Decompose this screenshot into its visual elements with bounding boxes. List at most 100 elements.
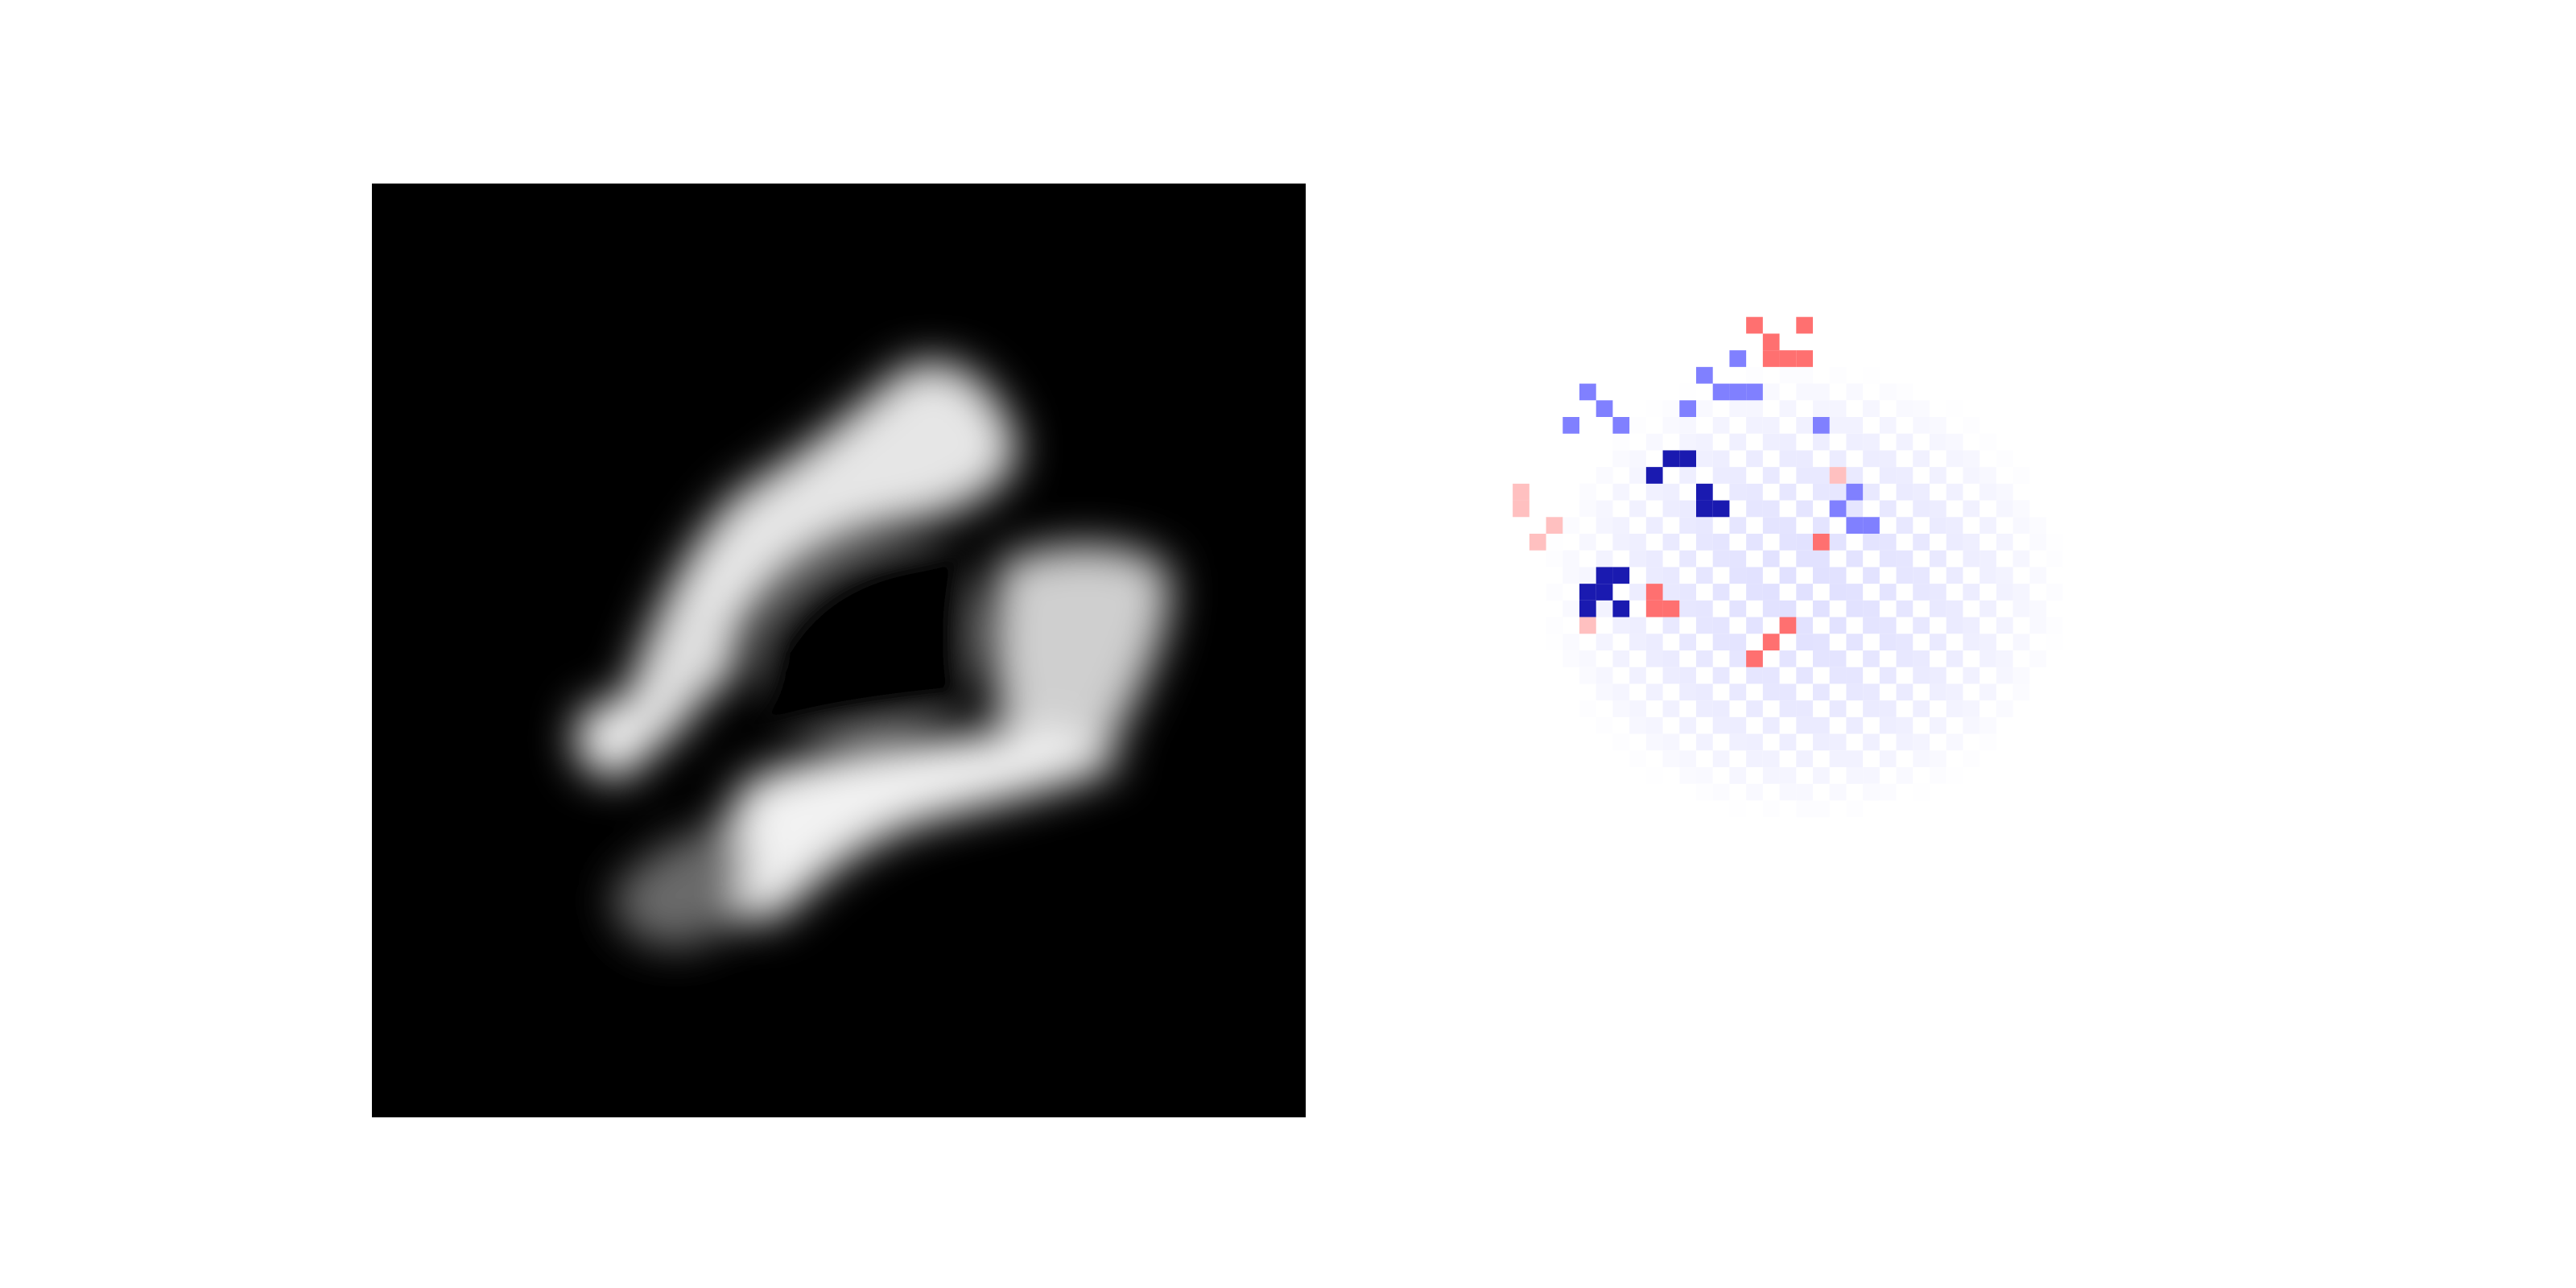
heatmap-cell-negative-faint: [1896, 683, 1913, 701]
heatmap-cell-negative-faint: [1946, 700, 1963, 717]
heatmap-cell-negative-faint: [2013, 500, 2030, 518]
grayscale-digit-svg: [372, 184, 1306, 1117]
heatmap-cell-negative-faint: [1863, 366, 1880, 384]
heatmap-cell-negative-faint: [1662, 733, 1680, 751]
heatmap-cell-negative-faint: [2029, 650, 2046, 667]
heatmap-cell-negative-faint: [1612, 534, 1630, 551]
heatmap-cell-negative-faint: [1829, 567, 1847, 584]
heatmap-cell-negative-faint: [1762, 517, 1780, 534]
heatmap-cell-negative-faint: [1629, 500, 1646, 518]
heatmap-cell-negative-faint: [1546, 584, 1563, 601]
heatmap-cell-negative-faint: [1896, 600, 1913, 617]
heatmap-cell-negative-faint: [1979, 483, 1996, 501]
heatmap-cell-negative-faint: [1879, 634, 1897, 650]
heatmap-cell-negative-faint: [1946, 433, 1963, 451]
heatmap-cell-strong-negative: [1679, 450, 1696, 468]
heatmap-cell-negative-faint: [1679, 683, 1696, 701]
heatmap-cell-negative-faint: [1796, 800, 1813, 818]
heatmap-cell-negative-faint: [1879, 700, 1897, 717]
heatmap-cell-negative-faint: [1645, 634, 1663, 650]
heatmap-cell-negative-faint: [1696, 600, 1713, 617]
heatmap-cell-negative-faint: [1863, 650, 1880, 667]
heatmap-cell-negative: [1829, 500, 1847, 518]
heatmap-cell-positive: [1662, 600, 1680, 617]
heatmap-cell-negative: [1746, 383, 1763, 401]
heatmap-cell-negative-faint: [1813, 550, 1830, 568]
heatmap-cell-negative-faint: [1629, 550, 1646, 568]
heatmap-cell-negative-faint: [1629, 667, 1646, 684]
heatmap-cell-negative-faint: [1612, 483, 1630, 501]
heatmap-cell-negative-faint: [1896, 733, 1913, 751]
heatmap-cell-negative-faint: [1896, 400, 1913, 417]
heatmap-cell-negative-faint: [1946, 517, 1963, 534]
heatmap-cell-negative-faint: [1596, 667, 1613, 684]
heatmap-cell-negative-faint: [1896, 383, 1913, 401]
heatmap-cell-negative-faint: [1829, 700, 1847, 717]
heatmap-cell-negative-faint: [1979, 716, 1996, 734]
heatmap-cell-negative-faint: [1796, 667, 1813, 684]
heatmap-cell-negative-faint: [1662, 567, 1680, 584]
heatmap-cell-negative-faint: [1996, 584, 2013, 601]
heatmap-cell-negative-faint: [1729, 733, 1747, 751]
heatmap-cell-negative-faint: [2029, 567, 2046, 584]
heatmap-cells: [1513, 316, 2063, 818]
heatmap-cell-negative-faint: [1546, 634, 1563, 650]
heatmap-cell-negative-faint: [1846, 550, 1864, 568]
heatmap-cell-negative-faint: [1896, 716, 1913, 734]
heatmap-cell-negative: [1612, 417, 1630, 434]
heatmap-cell-negative-faint: [1813, 767, 1830, 784]
heatmap-cell-negative-faint: [1863, 534, 1880, 551]
heatmap-cell-negative-faint: [1829, 450, 1847, 468]
heatmap-cell-negative-faint: [1779, 534, 1797, 551]
heatmap-cell-negative-faint: [1829, 667, 1847, 684]
heatmap-cell-negative-faint: [1762, 584, 1780, 601]
heatmap-cell-negative-faint: [1712, 417, 1730, 434]
heatmap-cell-negative-faint: [1679, 467, 1696, 484]
heatmap-cell-negative-faint: [1729, 767, 1747, 784]
heatmap-cell-negative-faint: [1579, 667, 1596, 684]
heatmap-cell-negative-faint: [1879, 383, 1897, 401]
heatmap-cell-negative-faint: [1946, 567, 1963, 584]
heatmap-cell-negative-faint: [1879, 617, 1897, 634]
heatmap-cell-negative-faint: [1946, 450, 1963, 468]
heatmap-cell-negative-faint: [1796, 716, 1813, 734]
heatmap-cell-negative-faint: [1896, 517, 1913, 534]
heatmap-cell-negative-faint: [1846, 750, 1864, 767]
heatmap-cell-negative-faint: [2013, 683, 2030, 701]
heatmap-cell-negative-faint: [1712, 617, 1730, 634]
heatmap-cell-negative-faint: [1913, 417, 1930, 434]
heatmap-cell-negative-faint: [1629, 417, 1646, 434]
heatmap-cell-negative-faint: [1645, 767, 1663, 784]
heatmap-cell-negative-faint: [1979, 550, 1996, 568]
heatmap-cell-negative-faint: [1979, 683, 1996, 701]
heatmap-cell-negative-faint: [1563, 683, 1579, 701]
heatmap-cell-negative-faint: [1729, 683, 1747, 701]
heatmap-cell-negative-faint: [1896, 767, 1913, 784]
heatmap-cell-negative-faint: [1779, 767, 1797, 784]
heatmap-cell-negative-faint: [1796, 467, 1813, 484]
heatmap-cell-negative-faint: [1779, 600, 1797, 617]
heatmap-cell-negative-faint: [1946, 600, 1963, 617]
heatmap-cell-negative-faint: [1846, 467, 1864, 484]
heatmap-cell-negative-faint: [1729, 517, 1747, 534]
heatmap-cell-negative: [1712, 383, 1730, 401]
heatmap-cell-negative-faint: [1829, 617, 1847, 634]
heatmap-cell-negative-faint: [1596, 683, 1613, 701]
heatmap-cell-negative-faint: [1596, 500, 1613, 518]
heatmap-cell-negative-faint: [1930, 634, 1946, 650]
lower-stroke: [718, 731, 1121, 923]
heatmap-cell-negative-faint: [1813, 400, 1830, 417]
heatmap-cell-positive: [1796, 316, 1813, 334]
heatmap-cell-negative-faint: [1913, 534, 1930, 551]
heatmap-cell-negative-faint: [1762, 800, 1780, 818]
heatmap-cell-negative-faint: [1913, 733, 1930, 751]
heatmap-cell-negative-faint: [2046, 534, 2063, 551]
heatmap-cell-negative-faint: [1930, 716, 1946, 734]
heatmap-cell-negative-faint: [1963, 700, 1980, 717]
heatmap-cell-negative-faint: [1662, 617, 1680, 634]
heatmap-cell-negative-faint: [1746, 750, 1763, 767]
heatmap-cell-negative-faint: [1946, 617, 1963, 634]
heatmap-cell-negative-faint: [1879, 417, 1897, 434]
heatmap-cell-negative-faint: [1863, 767, 1880, 784]
heatmap-cell-negative-faint: [1563, 650, 1579, 667]
